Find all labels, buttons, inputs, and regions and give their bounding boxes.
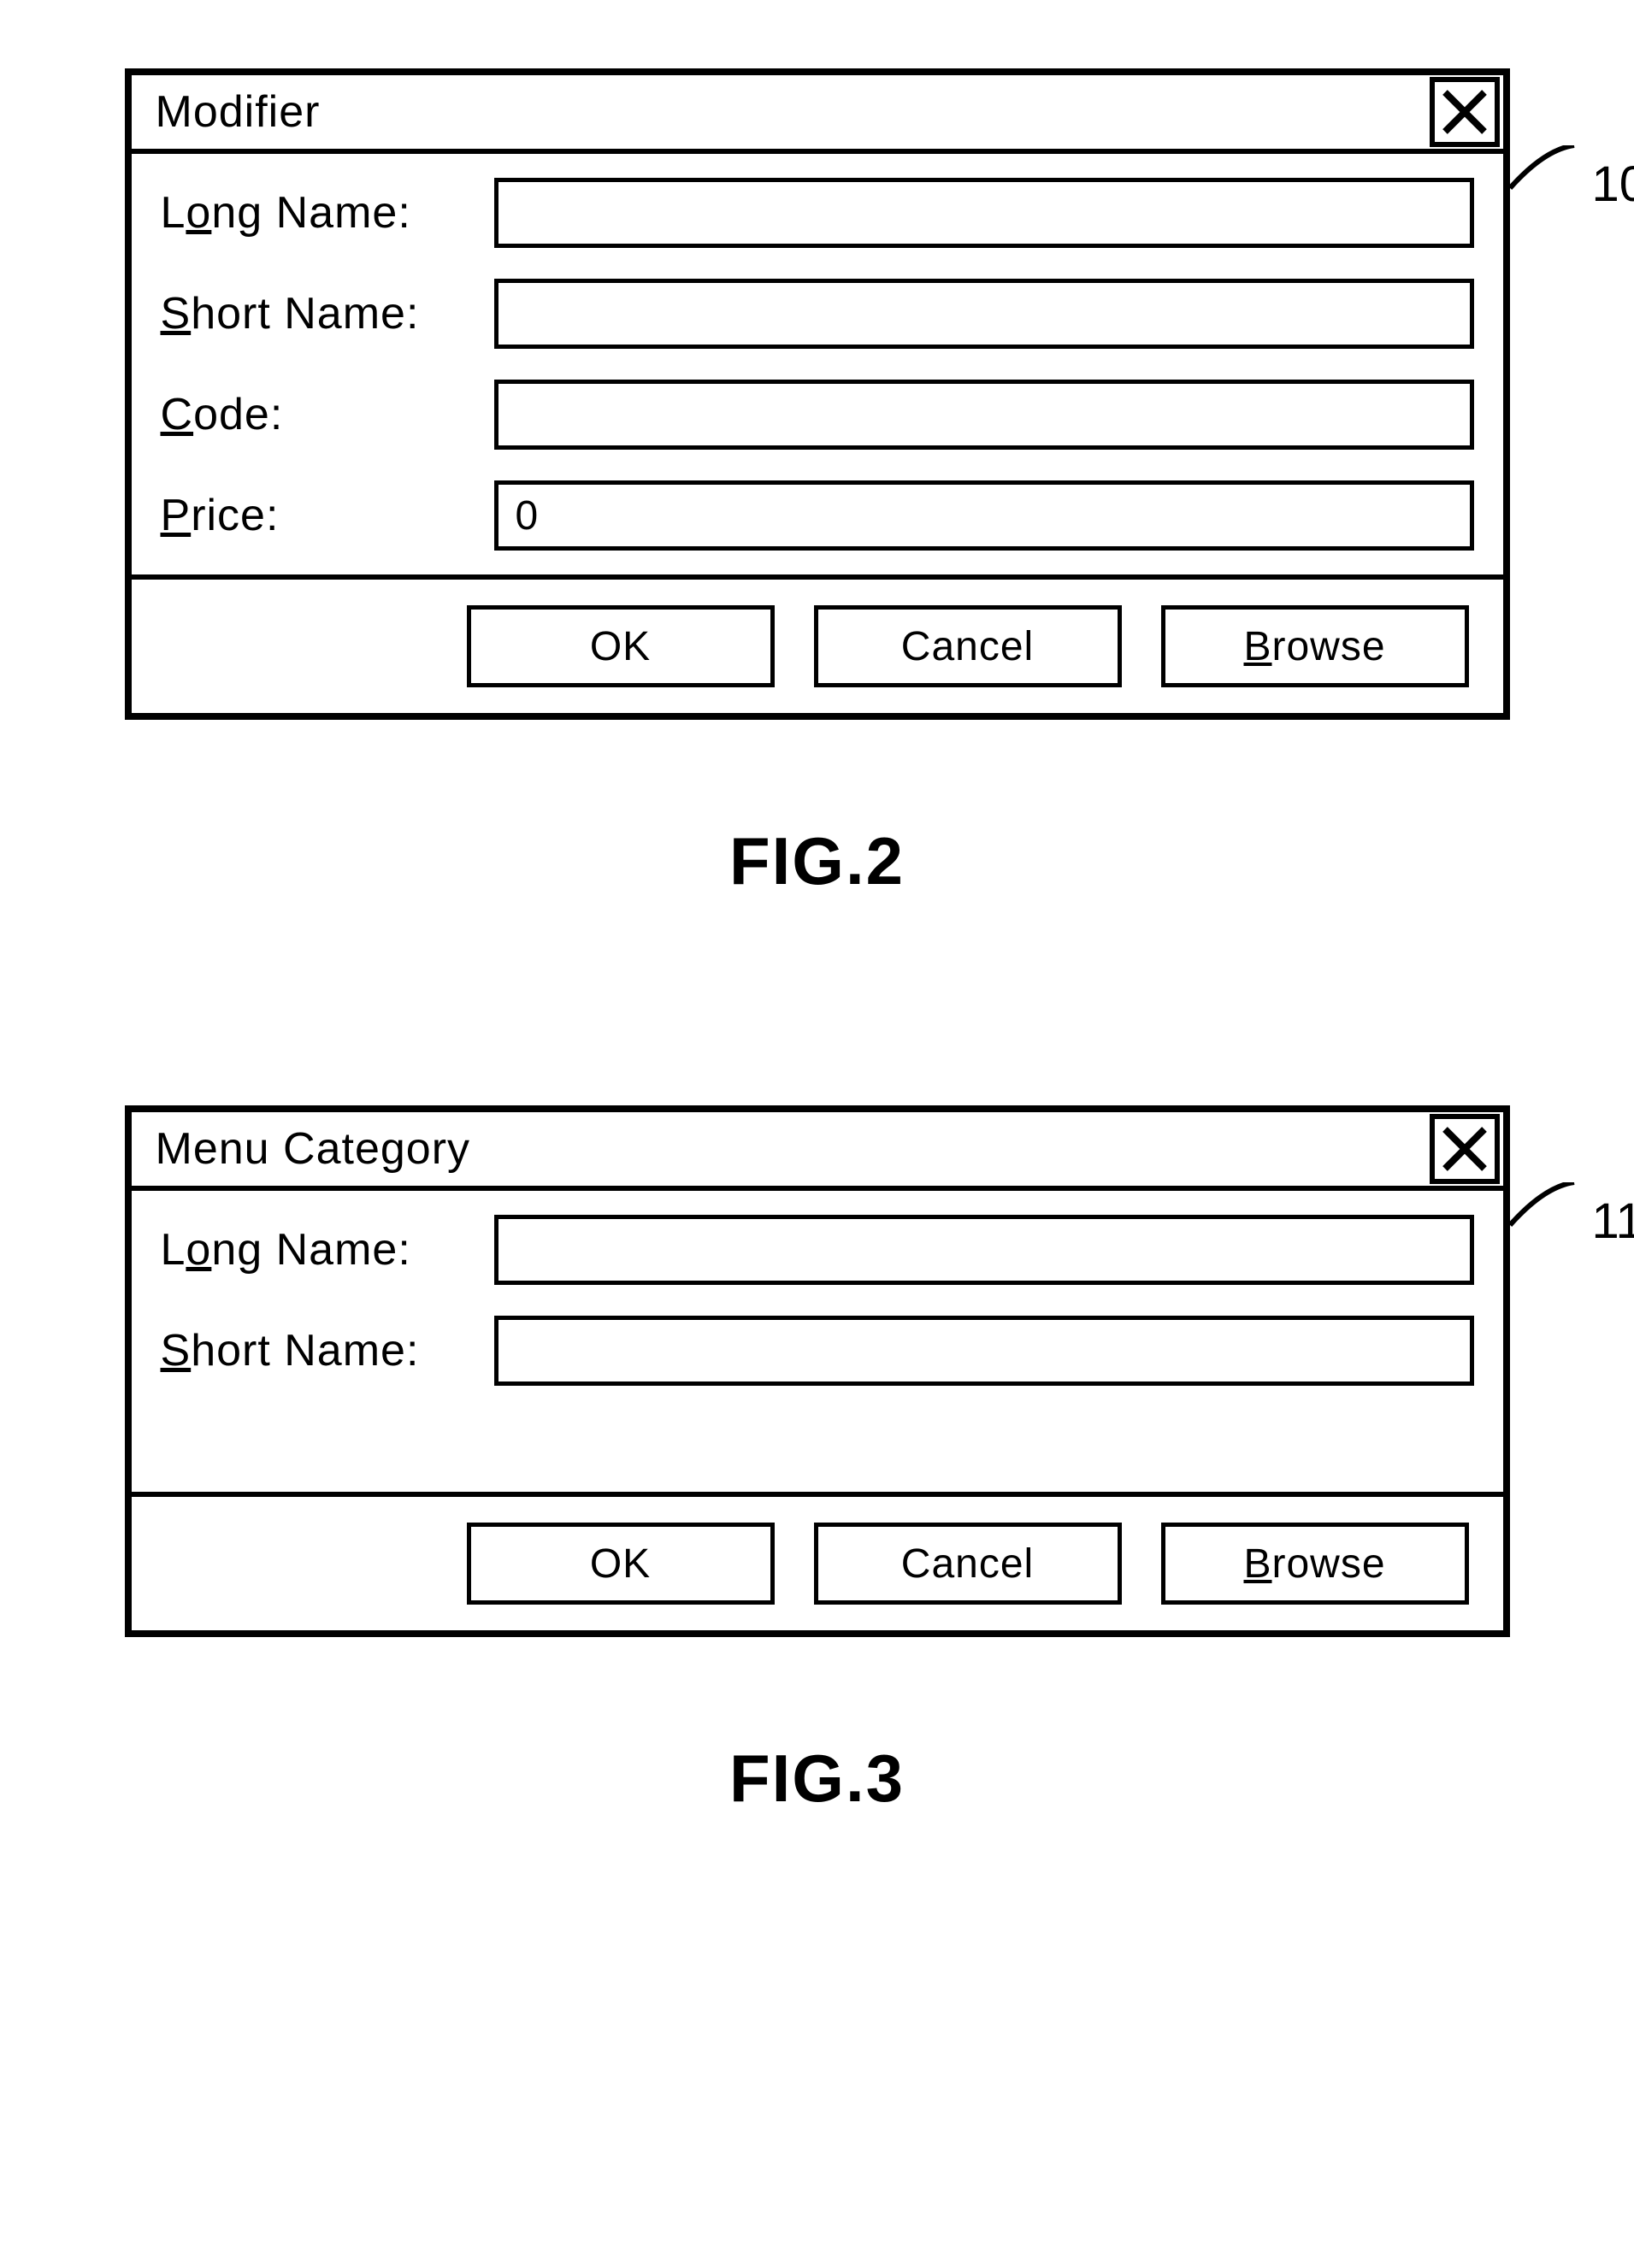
short-name-row: Short Name:	[161, 279, 1474, 349]
figure-2: Modifier Long Name: Short Name: Code:	[125, 68, 1510, 900]
figure-3: Menu Category Long Name: Short Name: OK	[125, 1105, 1510, 1817]
long-name-row: Long Name:	[161, 1215, 1474, 1285]
callout-label: 10	[1592, 156, 1634, 213]
browse-button[interactable]: Browse	[1161, 605, 1469, 687]
cancel-button[interactable]: Cancel	[814, 605, 1122, 687]
long-name-label: Long Name:	[161, 187, 494, 239]
long-name-input[interactable]	[494, 178, 1474, 248]
callout-10: 10	[1510, 145, 1634, 222]
ok-button[interactable]: OK	[467, 605, 775, 687]
button-bar: OK Cancel Browse	[132, 574, 1503, 713]
form-area: Long Name: Short Name: Code: Price: 0	[132, 154, 1503, 574]
callout-label: 11	[1592, 1193, 1634, 1250]
form-area: Long Name: Short Name:	[132, 1191, 1503, 1492]
code-label: Code:	[161, 389, 494, 440]
button-bar: OK Cancel Browse	[132, 1492, 1503, 1630]
titlebar: Menu Category	[132, 1112, 1503, 1191]
dialog-title: Modifier	[156, 86, 321, 138]
short-name-input[interactable]	[494, 1316, 1474, 1386]
callout-11: 11	[1510, 1182, 1634, 1259]
code-input[interactable]	[494, 380, 1474, 450]
short-name-input[interactable]	[494, 279, 1474, 349]
figure-caption: FIG.3	[125, 1740, 1510, 1817]
ok-button[interactable]: OK	[467, 1523, 775, 1605]
long-name-input[interactable]	[494, 1215, 1474, 1285]
close-icon[interactable]	[1430, 1114, 1500, 1184]
modifier-dialog: Modifier Long Name: Short Name: Code:	[125, 68, 1510, 720]
menu-category-dialog: Menu Category Long Name: Short Name: OK	[125, 1105, 1510, 1637]
code-row: Code:	[161, 380, 1474, 450]
dialog-title: Menu Category	[156, 1123, 471, 1175]
short-name-label: Short Name:	[161, 288, 494, 339]
price-label: Price:	[161, 490, 494, 541]
figure-caption: FIG.2	[125, 822, 1510, 900]
spacer	[161, 1417, 1474, 1468]
close-icon[interactable]	[1430, 77, 1500, 147]
long-name-row: Long Name:	[161, 178, 1474, 248]
short-name-row: Short Name:	[161, 1316, 1474, 1386]
price-input[interactable]: 0	[494, 480, 1474, 551]
titlebar: Modifier	[132, 75, 1503, 154]
price-row: Price: 0	[161, 480, 1474, 551]
cancel-button[interactable]: Cancel	[814, 1523, 1122, 1605]
long-name-label: Long Name:	[161, 1224, 494, 1275]
browse-button[interactable]: Browse	[1161, 1523, 1469, 1605]
short-name-label: Short Name:	[161, 1325, 494, 1376]
